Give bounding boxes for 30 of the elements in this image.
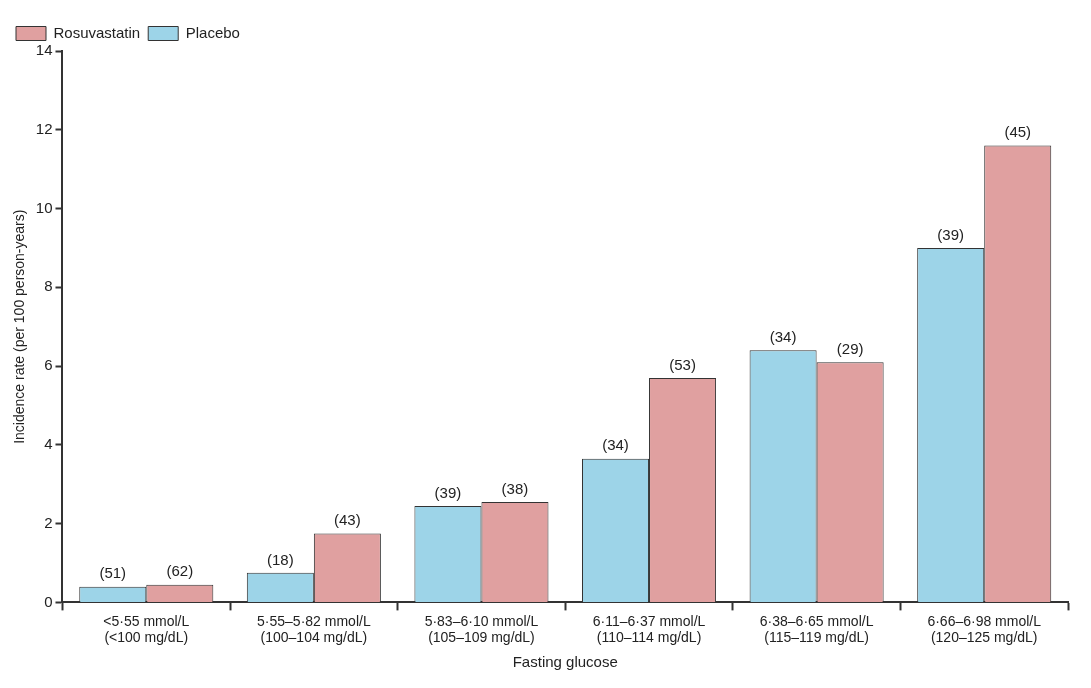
annotation: (62) bbox=[166, 562, 194, 580]
annotation: (18) bbox=[267, 550, 294, 568]
y-tick-label: 6 bbox=[44, 356, 53, 374]
annotation: (34) bbox=[769, 327, 797, 345]
annotation: (53) bbox=[669, 355, 696, 373]
x-tick-label: 6·38–6·65 mmol/L (115–119 mg/dL) bbox=[759, 612, 874, 646]
legend-label: Placebo bbox=[185, 23, 240, 41]
annotation: (39) bbox=[937, 225, 965, 243]
annotation: (43) bbox=[334, 511, 361, 529]
y-tick-label: 8 bbox=[44, 277, 53, 295]
y-tick-label: 4 bbox=[44, 435, 53, 452]
y-tick-label: 12 bbox=[35, 119, 53, 137]
x-axis-title: Fasting glucose bbox=[512, 653, 618, 671]
x-tick-label: 5·55–5·82 mmol/L (100–104 mg/dL) bbox=[257, 612, 371, 646]
y-tick-label: 0 bbox=[44, 592, 53, 610]
annotation: (29) bbox=[836, 339, 864, 357]
y-tick-label: 2 bbox=[44, 513, 53, 531]
y-axis-title: Incidence rate (per 100 person-years) bbox=[11, 209, 28, 444]
annotation: (45) bbox=[1004, 123, 1032, 141]
y-tick-label: 10 bbox=[35, 198, 53, 216]
y-tick-label: 14 bbox=[35, 41, 53, 59]
x-tick-label: 5·83–6·10 mmol/L (105–109 mg/dL) bbox=[424, 612, 539, 646]
annotation: (38) bbox=[501, 479, 529, 497]
x-tick-label: 6·11–6·37 mmol/L (110–114 mg/dL) bbox=[592, 612, 706, 646]
annotation: (34) bbox=[602, 436, 629, 454]
annotation: (39) bbox=[434, 483, 462, 501]
x-tick-label: 6·66–6·98 mmol/L (120–125 mg/dL) bbox=[927, 612, 1042, 646]
legend-label: Rosuvastatin bbox=[53, 23, 141, 41]
annotation: (51) bbox=[99, 564, 127, 582]
x-tick-label: <5·55 mmol/L (<100 mg/dL) bbox=[103, 612, 190, 646]
